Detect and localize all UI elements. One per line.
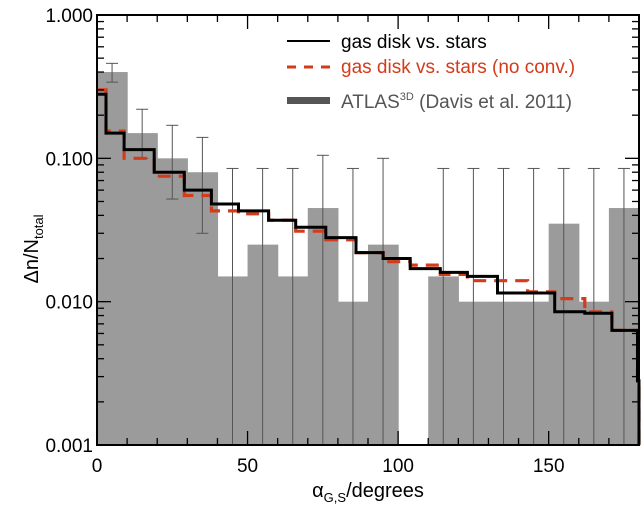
histogram-bar (157, 158, 188, 446)
step-line-no-conv (97, 88, 641, 445)
y-tick-label: 1.000 (45, 6, 93, 27)
legend: gas disk vs. stars gas disk vs. stars (n… (287, 32, 575, 113)
x-tick-label: 150 (533, 456, 565, 477)
y-tick-label: 0.001 (45, 436, 93, 457)
x-tick-label: 100 (382, 456, 414, 477)
step-line-gas-disk (97, 92, 641, 445)
legend-label-atlas: ATLAS3D (Davis et al. 2011) (341, 91, 572, 113)
x-tick-label: 0 (92, 456, 103, 477)
histogram-bar (127, 133, 158, 446)
x-axis-title: αG,S/degrees (312, 480, 424, 505)
axis-ticks (96, 14, 640, 446)
legend-swatch-atlas (287, 97, 330, 104)
histogram-bars (97, 72, 640, 446)
error-bars (106, 62, 630, 445)
y-axis-title: Δn/Ntotal (21, 214, 46, 283)
tick-labels: 0 50 100 150 0.001 0.010 0.100 1.000 (45, 6, 564, 477)
y-tick-label: 0.010 (45, 293, 93, 314)
legend-label-no-conv: gas disk vs. stars (no conv.) (341, 57, 575, 78)
legend-label-gas-disk: gas disk vs. stars (341, 32, 487, 53)
step-lines (97, 88, 641, 445)
x-tick-label: 50 (237, 456, 258, 477)
y-tick-label: 0.100 (45, 149, 93, 170)
